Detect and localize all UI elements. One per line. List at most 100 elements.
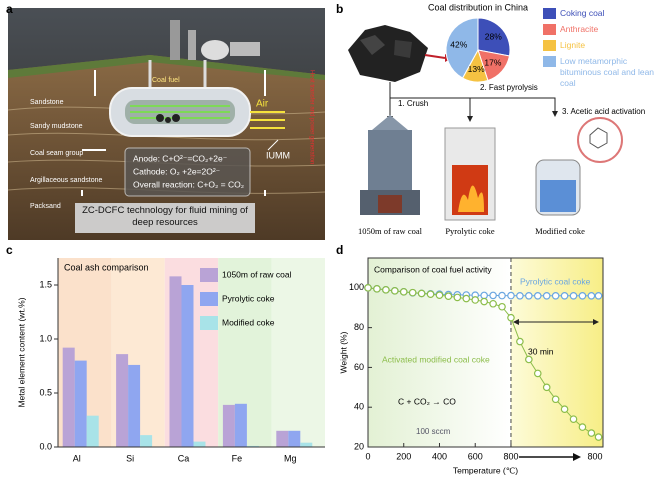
data-point — [480, 297, 488, 306]
data-point — [364, 284, 372, 292]
plot-frame — [367, 257, 604, 448]
data-point — [507, 291, 515, 300]
y-tick-label: 60 — [354, 362, 364, 372]
data-point — [382, 286, 390, 294]
y-tick-label: 40 — [354, 402, 364, 412]
data-point — [498, 302, 506, 311]
data-point — [533, 291, 542, 300]
legend: Coking coal Anthracite Lignite Low metamorp… — [543, 8, 661, 94]
legend-item: Anthracite — [543, 24, 661, 35]
x-tick-label: 600 — [468, 451, 483, 461]
x-tick-label: Ca — [178, 453, 190, 463]
series-label: Pyrolytic coal coke — [520, 276, 591, 286]
bar — [222, 404, 235, 447]
data-point — [569, 291, 578, 300]
x-tick-label: 800 — [503, 451, 518, 461]
legend-text: Lignite — [560, 40, 586, 50]
y-tick-label: 1.0 — [39, 333, 52, 343]
data-point — [569, 415, 578, 423]
arrowhead — [512, 319, 519, 325]
data-point — [399, 288, 408, 296]
x-tick-label: Mg — [284, 453, 297, 463]
panel-label: a — [6, 2, 13, 16]
data-point — [533, 369, 542, 378]
y-tick-label: 0.0 — [39, 441, 52, 451]
data-point — [560, 405, 569, 414]
data-point — [489, 291, 497, 300]
step-label: 3. Acetic acid activation — [562, 107, 645, 116]
value-label: 13% — [468, 64, 485, 74]
pie-slice — [445, 17, 479, 79]
bar — [140, 435, 153, 447]
legend-swatch — [543, 8, 556, 19]
bar — [74, 360, 87, 447]
legend-text: Pyrolytic coke — [222, 293, 275, 303]
data-point — [578, 423, 587, 431]
y-tick-label: 0.5 — [39, 387, 52, 397]
data-point — [453, 293, 462, 302]
value-label: 17% — [484, 57, 501, 67]
data-point — [489, 299, 497, 308]
bar — [116, 354, 129, 447]
data-point — [480, 291, 488, 300]
product-label: 1050m of raw coal — [358, 226, 423, 236]
data-point — [435, 291, 444, 300]
legend-text: Anthracite — [560, 24, 599, 34]
bar — [276, 430, 289, 447]
data-point — [426, 290, 435, 299]
bar — [193, 441, 206, 447]
legend-text: Modified coke — [222, 317, 275, 327]
reaction: Overall reaction: C+O₂ = CO₂ — [133, 179, 244, 189]
data-point — [525, 355, 533, 364]
pie-chart: Coal distribution in China 28% 17%13% 42% — [428, 2, 528, 83]
chart-title: Coal distribution in China — [428, 2, 528, 12]
y-tick-label: 1.5 — [39, 279, 52, 289]
reaction: Cathode: O₂ +2e=2O²⁻ — [133, 166, 221, 176]
data-point — [462, 294, 471, 303]
annotation: C + CO₂ → CO — [398, 396, 456, 406]
chart-title: Coal ash comparison — [64, 262, 149, 272]
legend-item: Coking coal — [543, 8, 661, 19]
iumm-label: IUMM — [266, 150, 290, 160]
bar — [234, 403, 247, 447]
annotation: 100 sccm — [416, 427, 451, 436]
layer-label: Coal seam group — [30, 150, 83, 157]
data-point — [444, 292, 453, 300]
legend-swatch — [543, 56, 556, 67]
legend-swatch — [543, 24, 556, 35]
legend-text: 1050m of raw coal — [222, 269, 292, 279]
arrowhead — [573, 453, 581, 461]
panel-label: d — [336, 243, 343, 257]
data-point — [408, 288, 417, 297]
value-label: 28% — [485, 32, 502, 42]
value-label: 42% — [450, 39, 467, 49]
category-band — [271, 258, 325, 447]
panel-a-illustration: Heat transfer and power generation — [7, 8, 326, 240]
bar — [169, 276, 182, 447]
data-point — [594, 291, 603, 300]
air-label: Air — [256, 99, 269, 110]
y-tick-label: 100 — [349, 282, 364, 292]
legend-swatch — [200, 268, 218, 282]
bar-chart: Coal ash comparison 0.0 0.5 1.0 1.5 Al Si Ca Fe M… — [16, 258, 325, 463]
x-axis-label: Temperature (℃) — [453, 465, 518, 475]
bar — [300, 442, 313, 447]
data-point — [516, 337, 524, 346]
y-axis-label: Metal element content (wt.%) — [16, 297, 26, 407]
panel-b-illustration — [348, 25, 623, 221]
x-tick-label: Si — [126, 453, 134, 463]
layer-label: Argillaceous sandstone — [30, 177, 102, 184]
data-point — [594, 433, 603, 441]
data-point — [551, 395, 560, 404]
y-axis-label: Weight (%) — [338, 331, 348, 373]
bar — [288, 430, 301, 447]
pie-slice — [477, 17, 511, 57]
bar — [86, 415, 99, 447]
data-point — [551, 291, 560, 300]
svg-text:Heat transfer and power genera: Heat transfer and power generation — [308, 70, 314, 164]
data-point — [417, 289, 426, 298]
legend-swatch — [200, 316, 218, 330]
legend-swatch — [200, 292, 218, 306]
